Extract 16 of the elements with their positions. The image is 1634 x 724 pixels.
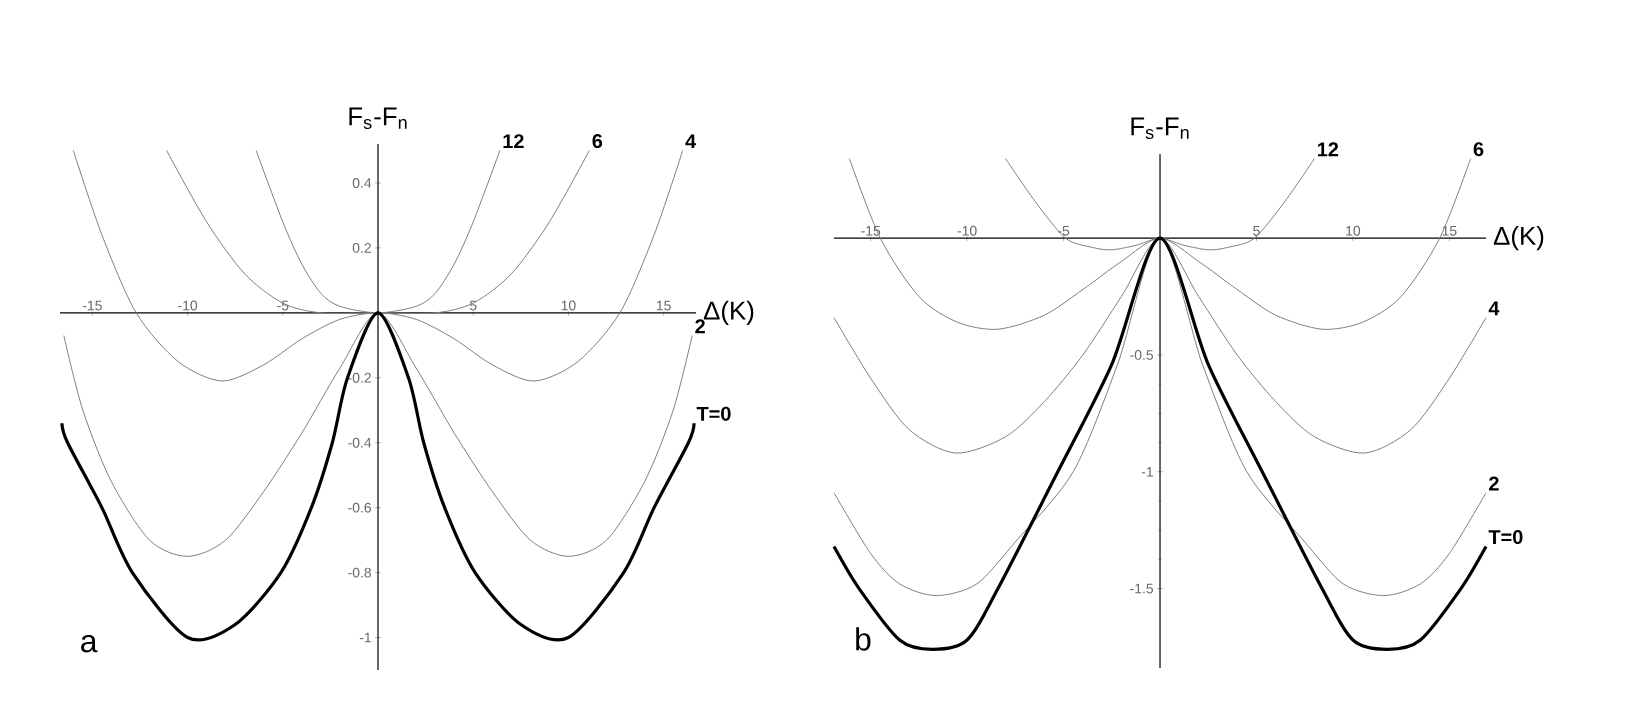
y-axis-title: F$_{s}$-F$_{n}$ <box>349 107 407 129</box>
series-label: 2 <box>1489 476 1499 491</box>
series-label: T=0 <box>1488 530 1523 545</box>
x-axis-title: Δ(K) <box>703 300 754 325</box>
series-label: 4 <box>1488 301 1500 316</box>
series-label: 4 <box>685 134 697 149</box>
series-label: T=0 <box>696 406 731 421</box>
series-label: 6 <box>1473 142 1484 157</box>
x-axis-title: Δ(K) <box>1493 226 1544 251</box>
series-label: 12 <box>1317 142 1339 157</box>
annotation: b <box>856 627 871 651</box>
series-label: 12 <box>503 134 524 149</box>
series-label: 2 <box>695 319 705 334</box>
series-label: 6 <box>592 133 603 149</box>
annotation: a <box>81 634 98 653</box>
y-axis-title: F$_{s}$-F$_{n}$ <box>1131 117 1189 139</box>
